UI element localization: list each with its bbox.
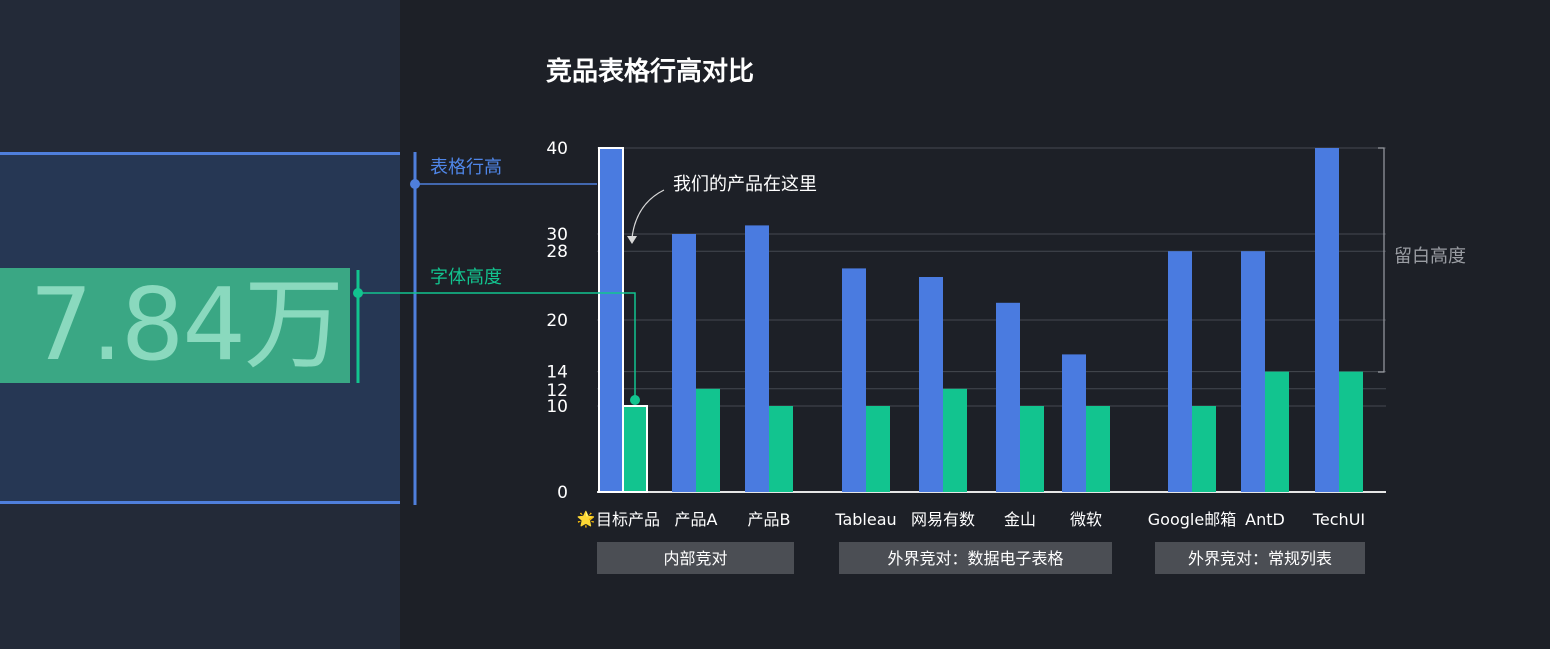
x-tick-label: Tableau (834, 510, 896, 529)
product-note: 我们的产品在这里 (673, 174, 817, 195)
y-tick-label: 28 (546, 242, 568, 262)
whitespace-bracket (1378, 147, 1385, 373)
y-tick-label: 20 (546, 311, 568, 331)
font-height-connector (358, 292, 636, 400)
font-height-bar (696, 388, 720, 492)
x-tick-label: 微软 (1070, 510, 1102, 529)
font-height-bar (866, 406, 890, 492)
font-height-bar (1192, 406, 1216, 492)
big-number-text: 7.84万 (29, 268, 344, 383)
font-height-bar (1339, 371, 1363, 492)
group-box (839, 542, 1112, 574)
group-label: 外界竞对：数据电子表格 (887, 549, 1063, 568)
row-height-bar (919, 277, 943, 492)
y-tick-label: 0 (557, 483, 568, 503)
x-tick-label: TechUI (1312, 510, 1365, 529)
x-tick-label: 金山 (1004, 510, 1036, 529)
whitespace-label: 留白高度 (1394, 246, 1466, 267)
row-height-bar (598, 147, 624, 493)
font-height-bar (769, 406, 793, 492)
star-icon: 🌟 (577, 510, 596, 528)
y-tick-label: 12 (546, 381, 568, 401)
x-tick-label: AntD (1245, 510, 1285, 529)
product-note-arrowhead (627, 236, 637, 244)
left-preview-panel: 7.84万 (0, 0, 400, 649)
row-height-label: 表格行高 (430, 157, 502, 178)
row-height-bar (745, 225, 769, 492)
font-height-bar (622, 405, 648, 493)
font-height-label: 字体高度 (430, 267, 502, 288)
font-height-bar (1086, 406, 1110, 492)
x-tick-label: 产品A (675, 510, 718, 529)
product-note-arrow (631, 189, 665, 239)
row-height-bar (672, 234, 696, 492)
group-box (597, 542, 794, 574)
row-height-bar (996, 302, 1020, 492)
group-box (1155, 542, 1365, 574)
y-tick-label: 14 (546, 363, 568, 383)
x-tick-label: 网易有数 (911, 510, 975, 529)
font-height-highlight: 7.84万 (0, 268, 350, 383)
font-height-bar (1265, 371, 1289, 492)
y-tick-label: 30 (546, 225, 568, 245)
group-label: 外界竞对：常规列表 (1188, 549, 1332, 568)
x-tick-label: 产品B (748, 510, 791, 529)
group-label: 内部竞对 (663, 549, 727, 568)
font-height-end-dot (630, 395, 640, 405)
font-height-bar (1020, 406, 1044, 492)
chart-title: 竞品表格行高对比 (546, 56, 754, 87)
y-tick-label: 40 (546, 139, 568, 159)
x-tick-label: Google邮箱 (1148, 510, 1236, 529)
x-tick-label: 目标产品 (596, 510, 660, 529)
row-height-bar (1168, 251, 1192, 492)
row-height-bar (1062, 354, 1086, 492)
row-height-bar (1315, 148, 1339, 492)
y-tick-label: 10 (546, 397, 568, 417)
row-height-bar (1241, 251, 1265, 492)
row-height-bar (842, 268, 866, 492)
font-height-bar (943, 388, 967, 492)
